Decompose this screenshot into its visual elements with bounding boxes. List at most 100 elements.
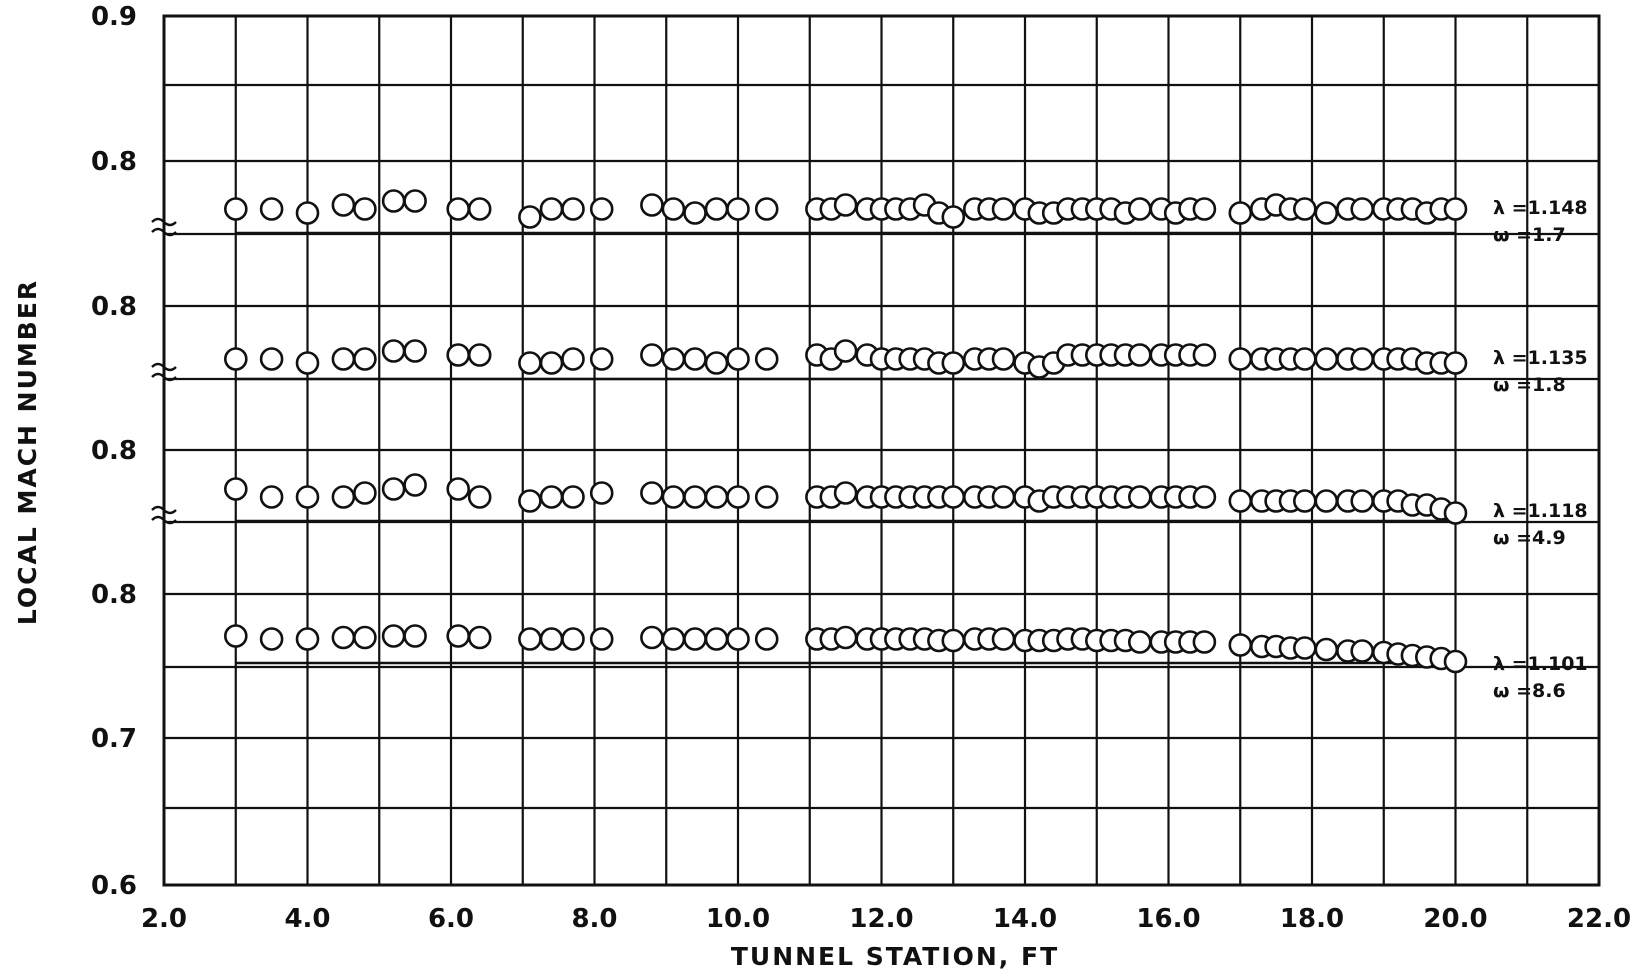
- data-point: [661, 197, 686, 221]
- data-point: [224, 347, 248, 371]
- data-point: [467, 197, 492, 221]
- data-point: [1314, 347, 1339, 371]
- x-tick-label: 20.0: [1423, 904, 1487, 934]
- data-point: [704, 485, 729, 509]
- data-point: [518, 489, 542, 513]
- data-point: [518, 205, 542, 229]
- data-point: [754, 485, 779, 509]
- data-point: [224, 197, 248, 221]
- data-point: [991, 347, 1016, 371]
- y-tick-label: 0.8: [91, 580, 137, 610]
- axis-break-mark: [151, 227, 177, 237]
- data-point: [1350, 347, 1374, 371]
- case-label-omega: ω =8.6: [1493, 680, 1566, 702]
- data-point: [726, 347, 750, 371]
- data-point: [833, 193, 858, 217]
- data-point: [1128, 485, 1152, 509]
- data-point: [295, 485, 320, 509]
- x-tick-label: 2.0: [141, 904, 187, 934]
- x-tick-label: 8.0: [571, 904, 617, 934]
- data-point: [1192, 630, 1217, 654]
- case-label-lambda: λ =1.101: [1493, 653, 1588, 675]
- data-point: [467, 485, 492, 509]
- data-point: [446, 343, 471, 367]
- axis-break-marks: [151, 217, 177, 525]
- data-point: [539, 627, 564, 651]
- axis-break-mark: [151, 515, 177, 525]
- data-point: [467, 625, 492, 650]
- data-point: [754, 627, 779, 651]
- data-point: [1314, 201, 1339, 225]
- y-tick-label: 0.9: [91, 2, 137, 32]
- data-point: [381, 477, 406, 501]
- x-tick-label: 12.0: [849, 904, 913, 934]
- data-point: [539, 351, 564, 375]
- data-point: [726, 485, 750, 509]
- data-point: [640, 481, 664, 505]
- y-tick-label: 0.7: [91, 724, 137, 754]
- case-label-omega: ω =1.8: [1493, 374, 1566, 396]
- data-point: [1443, 501, 1468, 525]
- data-point: [403, 339, 427, 363]
- axis-break-mark: [151, 362, 177, 372]
- data-point: [661, 627, 686, 651]
- data-point: [403, 624, 427, 648]
- x-tick-label: 14.0: [993, 904, 1057, 934]
- grid: [162, 14, 1601, 887]
- data-point: [661, 485, 686, 509]
- data-point: [1293, 489, 1317, 513]
- y-tick-labels: 0.6 0.7 0.8 0.8 0.8 0.8 0.9: [91, 2, 137, 901]
- data-point: [467, 343, 492, 367]
- data-point: [1350, 639, 1374, 663]
- data-point: [1228, 633, 1253, 657]
- data-point: [589, 627, 614, 651]
- case-label-lambda: λ =1.135: [1493, 347, 1588, 369]
- data-point: [589, 481, 614, 505]
- data-point: [1314, 637, 1339, 662]
- y-tick-label: 0.6: [91, 871, 137, 901]
- data-point: [403, 473, 427, 497]
- data-point: [331, 485, 356, 509]
- data-point: [539, 485, 564, 509]
- data-point: [726, 627, 750, 651]
- data-point: [941, 205, 966, 229]
- data-point: [991, 197, 1016, 221]
- y-axis-title: LOCAL MACH NUMBER: [13, 279, 42, 625]
- data-point: [1350, 489, 1374, 513]
- data-point: [446, 624, 471, 648]
- data-point: [561, 627, 585, 651]
- data-point: [518, 627, 542, 651]
- data-point: [640, 343, 664, 367]
- data-point: [259, 197, 284, 221]
- data-point: [403, 189, 427, 213]
- data-point: [991, 485, 1016, 509]
- x-tick-label: 4.0: [284, 904, 330, 934]
- data-point: [446, 197, 471, 221]
- data-point: [941, 485, 966, 509]
- data-point: [331, 347, 356, 371]
- data-point: [259, 485, 284, 509]
- x-tick-label: 6.0: [428, 904, 474, 934]
- x-tick-label: 16.0: [1136, 904, 1200, 934]
- y-tick-label: 0.8: [91, 147, 137, 177]
- case-label-omega: ω =4.9: [1493, 527, 1566, 549]
- data-point: [1128, 343, 1152, 367]
- data-point: [353, 625, 377, 650]
- data-point: [1293, 197, 1317, 221]
- case-label-omega: ω =1.7: [1493, 224, 1566, 246]
- data-point: [1443, 351, 1468, 375]
- data-point: [1350, 197, 1374, 221]
- x-tick-labels: 2.0 4.0 6.0 8.0 10.0 12.0 14.0 16.0 18.0 20.0 22.0: [141, 904, 1631, 934]
- data-point: [1228, 347, 1253, 371]
- data-point: [1192, 343, 1217, 367]
- data-point: [589, 347, 614, 371]
- x-axis-title: TUNNEL STATION, FT: [731, 942, 1059, 971]
- data-point: [539, 197, 564, 221]
- case-labels: λ =1.148 ω =1.7 λ =1.135 ω =1.8 λ =1.118 ω =4…: [1493, 197, 1588, 702]
- data-point: [331, 625, 356, 650]
- data-point: [726, 197, 750, 221]
- data-point: [941, 351, 966, 375]
- axis-break-mark: [151, 372, 177, 382]
- data-point: [704, 197, 729, 221]
- data-point: [1293, 347, 1317, 371]
